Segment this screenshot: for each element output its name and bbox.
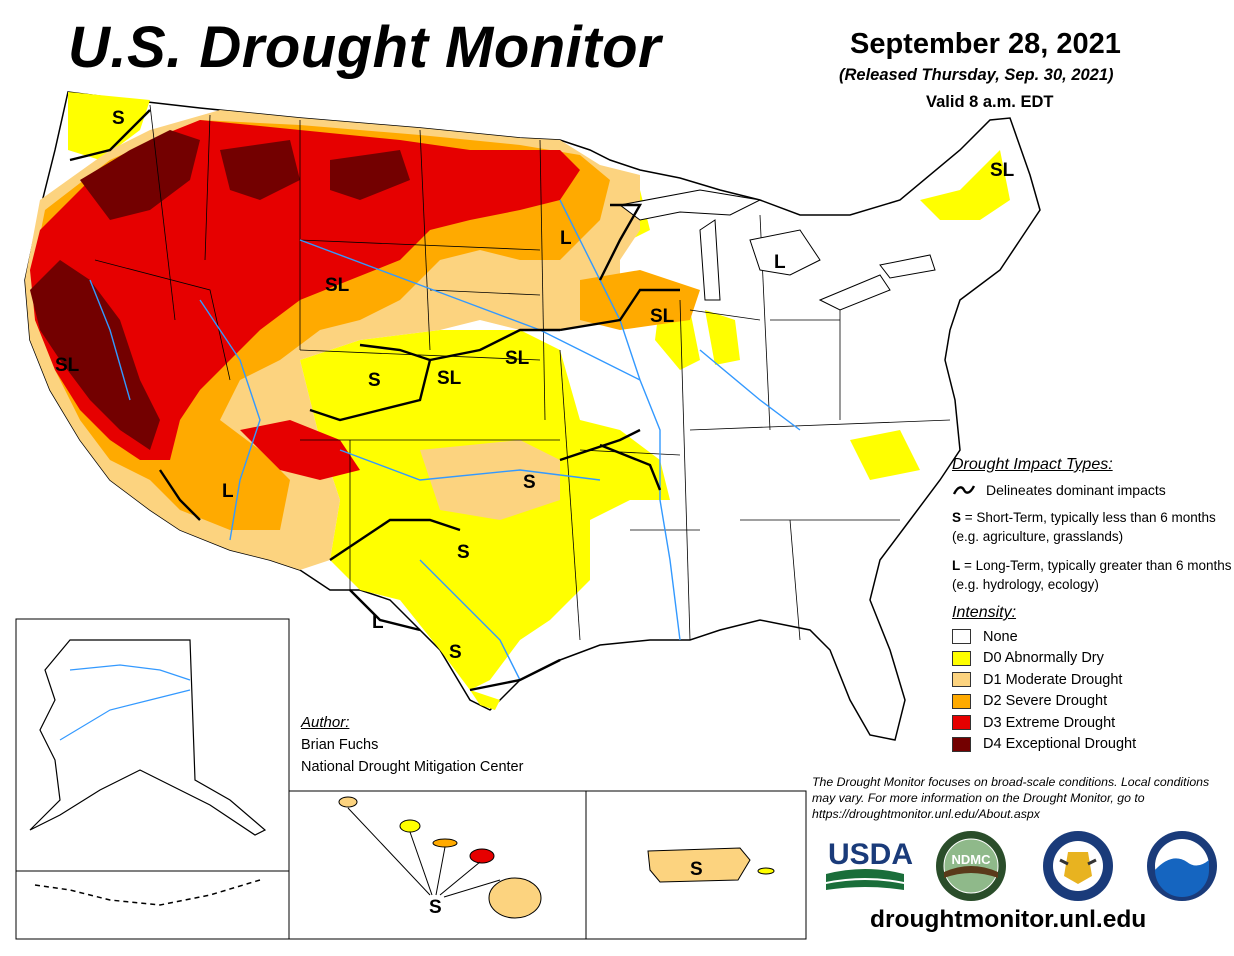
label-great-basin: SL xyxy=(325,275,350,296)
d0-region-carolinas xyxy=(850,430,920,480)
label-colorado: S xyxy=(368,370,381,391)
commerce-seal-icon xyxy=(1043,831,1113,901)
intensity-label: None xyxy=(983,628,1018,645)
impact-boundary-icon xyxy=(952,485,976,495)
state-boundaries xyxy=(94,104,951,641)
intensity-swatch xyxy=(952,650,971,666)
legend: Drought Impact Types: Delineates dominan… xyxy=(952,456,1232,755)
author-label: Author: xyxy=(301,714,350,731)
valid-time: Valid 8 a.m. EDT xyxy=(926,93,1054,111)
partner-logos: USDA NDMC xyxy=(826,831,1217,901)
intensity-row: D1 Moderate Drought xyxy=(952,669,1232,691)
label-puerto-rico: S xyxy=(690,859,703,880)
great-lakes xyxy=(618,189,936,311)
intensity-row: D4 Exceptional Drought xyxy=(952,734,1232,756)
intensity-heading: Intensity: xyxy=(952,604,1017,621)
intensity-label: D2 Severe Drought xyxy=(983,693,1108,710)
d4-region-dakotas xyxy=(330,150,410,200)
intensity-label: D1 Moderate Drought xyxy=(983,671,1123,688)
label-pnw: S xyxy=(112,108,125,129)
intensity-swatch xyxy=(952,672,971,688)
short-term-text: = Short-Term, typically less than 6 mont… xyxy=(952,510,1216,544)
hawaii-callout-lines xyxy=(347,807,501,898)
intensity-swatch xyxy=(952,629,971,645)
noaa-logo-icon xyxy=(1147,831,1217,901)
impact-types-heading: Drought Impact Types: xyxy=(952,456,1113,473)
impact-line-legend: Delineates dominant impacts xyxy=(952,482,1232,498)
intensity-swatch xyxy=(952,715,971,731)
aleutian-islands xyxy=(34,879,261,906)
intensity-row: D3 Extreme Drought xyxy=(952,712,1232,734)
d3-region-west xyxy=(30,120,580,460)
intensity-list: None D0 Abnormally Dry D1 Moderate Drought… xyxy=(952,626,1232,755)
website-url[interactable]: droughtmonitor.unl.edu xyxy=(870,906,1147,933)
map-date: September 28, 2021 xyxy=(850,28,1121,60)
hawaii-inset-frame xyxy=(288,790,587,940)
author-org: National Drought Mitigation Center xyxy=(301,759,524,775)
author-name: Brian Fuchs xyxy=(301,737,379,753)
puerto-rico-vieques xyxy=(757,867,775,875)
alaska-rivers xyxy=(59,664,191,741)
ndmc-logo-icon: NDMC xyxy=(936,831,1006,901)
long-term-note: L = Long-Term, typically greater than 6 … xyxy=(952,556,1232,594)
intensity-label: D3 Extreme Drought xyxy=(983,714,1116,731)
d0-region-pnw xyxy=(68,92,150,160)
hawaii-islands xyxy=(338,796,542,919)
d1-region-southern-plains xyxy=(420,440,560,520)
usda-logo-icon: USDA xyxy=(826,838,913,890)
label-kansas-west: SL xyxy=(437,368,462,389)
short-term-note: S = Short-Term, typically less than 6 mo… xyxy=(952,508,1232,546)
alaska-outline xyxy=(29,639,267,836)
label-oklahoma: S xyxy=(523,472,536,493)
label-nebraska: SL xyxy=(505,348,530,369)
d3-region-southwest xyxy=(240,420,360,480)
label-minnesota: L xyxy=(560,228,572,249)
release-date: (Released Thursday, Sep. 30, 2021) xyxy=(839,66,1114,84)
d4-region-montana xyxy=(220,140,300,200)
impact-line-label: Delineates dominant impacts xyxy=(986,482,1166,498)
d0-region-illinois xyxy=(705,310,740,365)
intensity-row: D0 Abnormally Dry xyxy=(952,648,1232,670)
long-term-code: L xyxy=(952,558,961,573)
ndmc-text: NDMC xyxy=(952,852,992,867)
label-arizona: L xyxy=(222,481,234,502)
d2-region-minnesota xyxy=(580,270,700,330)
label-wisconsin: SL xyxy=(650,306,675,327)
impact-boundaries xyxy=(69,109,680,692)
d4-region-california xyxy=(30,260,160,450)
intensity-swatch xyxy=(952,693,971,709)
intensity-label: D4 Exceptional Drought xyxy=(983,736,1137,753)
map-title: U.S. Drought Monitor xyxy=(68,15,662,80)
long-term-text: = Long-Term, typically greater than 6 mo… xyxy=(952,558,1232,592)
intensity-row: None xyxy=(952,626,1232,648)
author-block: Author: Brian Fuchs National Drought Mit… xyxy=(301,712,523,778)
d0-region-maine xyxy=(920,150,1010,220)
intensity-swatch xyxy=(952,736,971,752)
usda-text: USDA xyxy=(828,838,913,871)
label-maine: SL xyxy=(990,160,1015,181)
disclaimer-text: The Drought Monitor focuses on broad-sca… xyxy=(812,775,1210,821)
label-texas-west: L xyxy=(372,612,384,633)
rivers xyxy=(89,199,801,681)
label-california: SL xyxy=(55,355,80,376)
d4-region-northwest xyxy=(80,130,200,220)
puerto-rico-outline xyxy=(647,847,751,883)
label-texas-central: S xyxy=(457,542,470,563)
d0-region-texas-south xyxy=(470,690,500,710)
intensity-label: D0 Abnormally Dry xyxy=(983,650,1104,667)
label-michigan: L xyxy=(774,252,786,273)
label-texas-south: S xyxy=(449,642,462,663)
short-term-code: S xyxy=(952,510,962,525)
label-hawaii: S xyxy=(429,897,442,918)
intensity-row: D2 Severe Drought xyxy=(952,691,1232,713)
